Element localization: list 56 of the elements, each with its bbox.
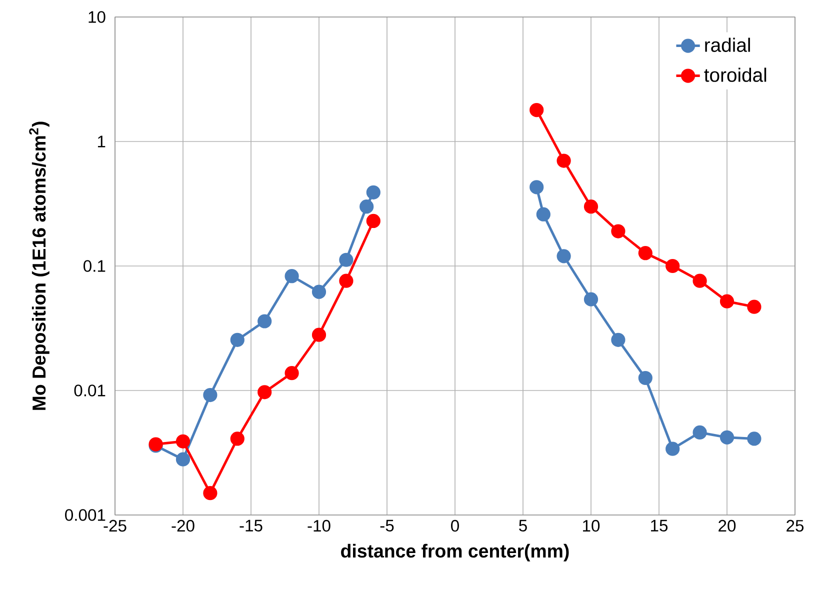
x-tick-label: 25 <box>786 520 804 532</box>
point <box>230 332 244 347</box>
point <box>312 328 326 342</box>
point <box>339 252 354 267</box>
point <box>584 292 598 306</box>
y-tick-label: 0.01 <box>74 384 106 396</box>
x-tick-label: 20 <box>718 520 736 532</box>
x-tick-label: -10 <box>308 520 330 532</box>
x-tick-label: -20 <box>172 520 194 532</box>
point <box>556 154 571 168</box>
legend-label: toroidal <box>704 68 766 82</box>
point <box>720 430 734 444</box>
point <box>230 432 244 446</box>
point <box>530 180 544 194</box>
x-tick-label: -25 <box>104 520 126 532</box>
point <box>611 332 626 347</box>
point <box>536 207 550 222</box>
point <box>360 200 374 214</box>
point <box>284 366 299 380</box>
x-tick-label: 15 <box>651 520 668 532</box>
point <box>203 486 218 500</box>
point <box>666 258 680 274</box>
x-tick-label: 10 <box>583 520 600 532</box>
point <box>692 274 707 288</box>
point <box>666 442 680 456</box>
point <box>366 185 380 200</box>
x-tick-label: 0 <box>451 520 459 532</box>
point <box>258 314 272 328</box>
legend-label: radial <box>705 38 750 52</box>
point <box>638 370 652 386</box>
point <box>176 434 190 448</box>
point <box>747 300 762 314</box>
point <box>556 249 571 264</box>
x-tick-label: 5 <box>519 520 527 532</box>
point <box>584 200 598 214</box>
y-tick-label: 0.001 <box>65 509 106 521</box>
y-tick-label: 0.1 <box>84 260 106 272</box>
x-tick-label: -15 <box>240 520 262 532</box>
x-axis-title: distance from center(mm) <box>341 544 569 562</box>
point <box>692 425 707 440</box>
point <box>339 274 354 288</box>
point <box>203 388 218 402</box>
point <box>720 294 734 308</box>
point <box>638 246 652 260</box>
point <box>747 432 762 446</box>
y-axis-title: Mo Deposition (1E16 atoms/cm$^{2}$) <box>29 122 50 410</box>
point <box>176 452 190 466</box>
point <box>530 102 544 118</box>
point <box>312 284 326 299</box>
y-tick-label: 10 <box>88 11 106 23</box>
x-tick-label: -5 <box>380 520 394 532</box>
point <box>611 224 626 238</box>
y-tick-label: 1 <box>98 136 106 148</box>
point <box>284 269 299 284</box>
point <box>366 214 380 228</box>
point <box>258 385 272 400</box>
